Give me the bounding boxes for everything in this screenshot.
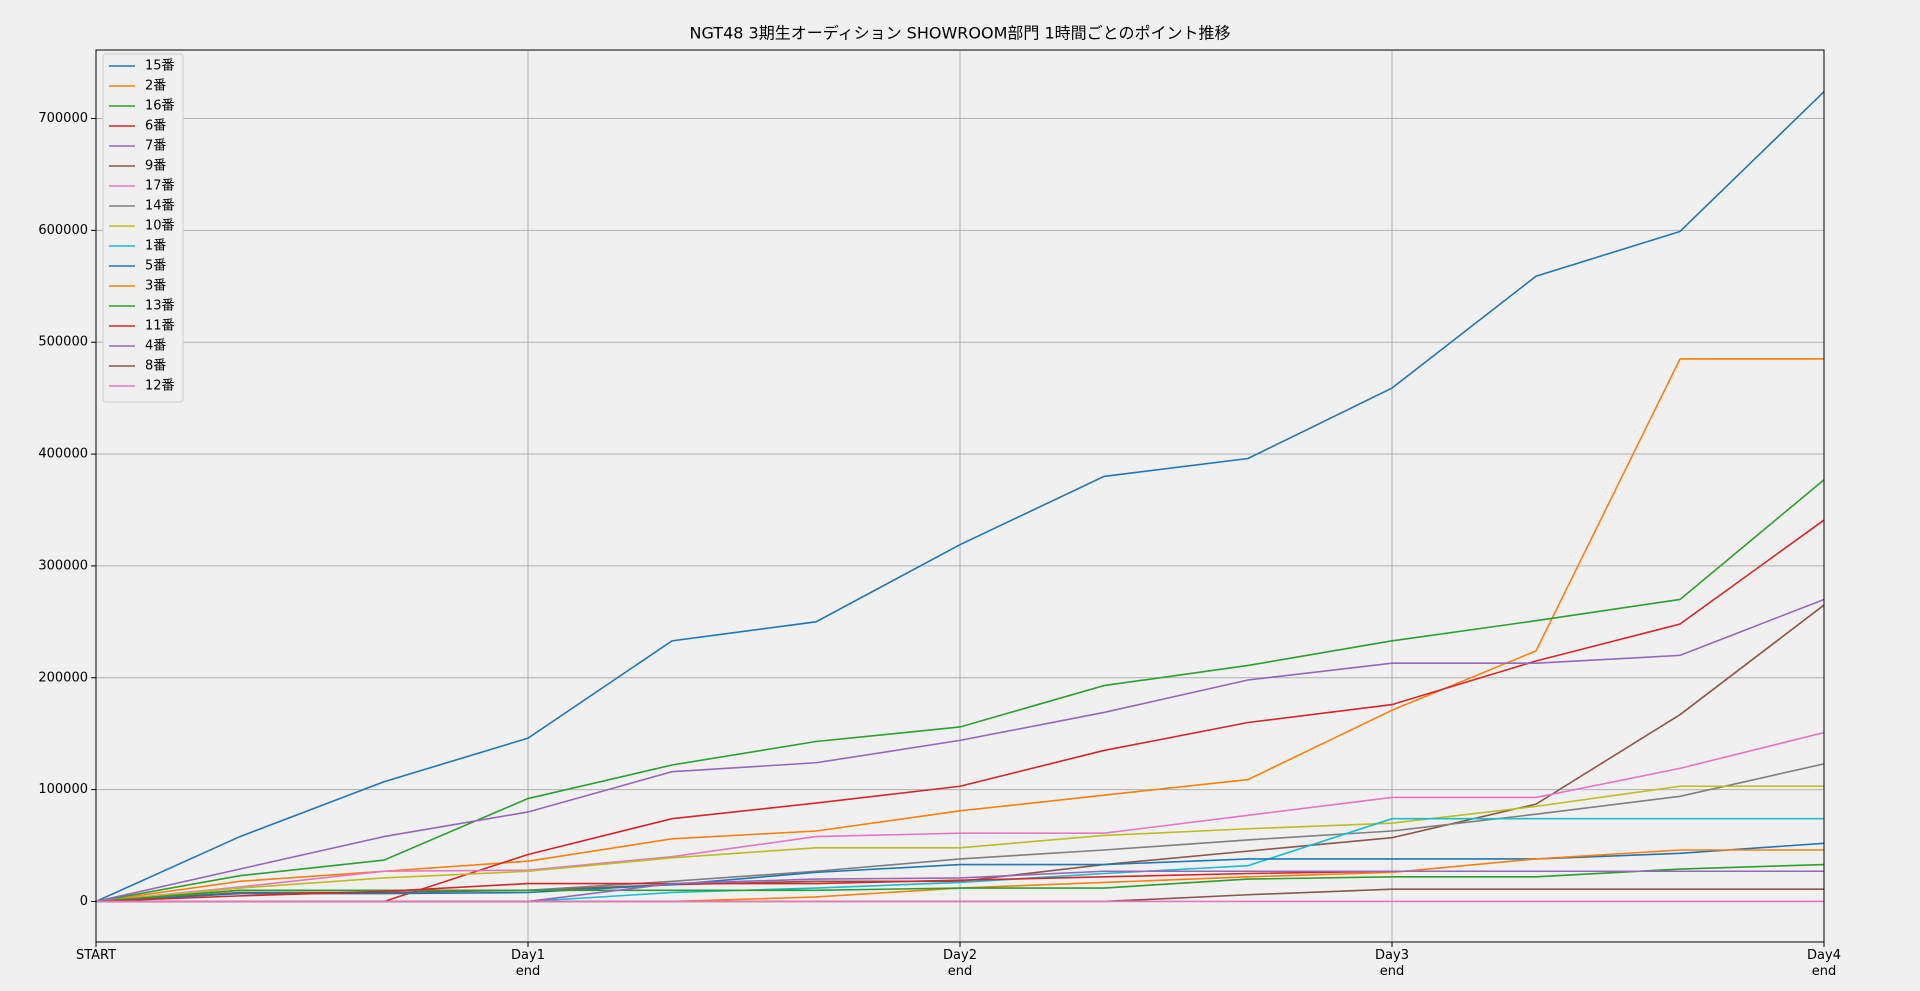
x-tick-label: START — [75, 948, 117, 963]
line — [95, 604, 1825, 903]
y-tick-label: 0 — [80, 894, 88, 909]
legend-label: 16番 — [145, 99, 175, 114]
legend-label: 11番 — [145, 319, 175, 334]
line — [95, 731, 1825, 903]
y-tick-label: 300000 — [38, 558, 88, 573]
legend-label: 4番 — [145, 339, 166, 354]
chart-title: NGT48 3期生オーディション SHOWROOM部門 1時間ごとのポイント推移 — [690, 24, 1231, 43]
legend-label: 9番 — [145, 159, 166, 174]
legend-label: 3番 — [145, 279, 166, 294]
x-tick-label: Day4 end — [1807, 948, 1841, 979]
y-tick-label: 600000 — [38, 223, 88, 238]
plot-frame — [95, 49, 1825, 943]
x-tick-label: Day2 end — [943, 948, 977, 979]
y-tick-label: 100000 — [38, 782, 88, 797]
y-tick-label: 200000 — [38, 670, 88, 685]
y-tick-label: 400000 — [38, 447, 88, 462]
line — [95, 598, 1825, 903]
legend-label: 13番 — [145, 299, 175, 314]
legend-label: 7番 — [145, 139, 166, 154]
x-tick-label: Day3 end — [1375, 948, 1409, 979]
legend-label: 6番 — [145, 119, 166, 134]
legend-label: 14番 — [145, 199, 175, 214]
line — [95, 479, 1825, 903]
legend-label: 17番 — [145, 179, 175, 194]
legend-label: 1番 — [145, 239, 166, 254]
legend-label: 15番 — [145, 59, 175, 74]
legend-label: 5番 — [145, 259, 166, 274]
legend: 15番 2番 16番 6番 7番 9番 17番 14番 10番 1番 5番 3番 13番 11番 4番 8番 1… — [102, 53, 184, 403]
legend-label: 8番 — [145, 359, 166, 374]
y-tick-label: 700000 — [38, 111, 88, 126]
line — [95, 91, 1825, 903]
line — [95, 863, 1825, 903]
legend-box — [102, 53, 184, 403]
legend-label: 10番 — [145, 219, 175, 234]
y-tick-label: 500000 — [38, 335, 88, 350]
x-tick-label: Day1 end — [511, 948, 545, 979]
line — [95, 785, 1824, 903]
legend-label: 2番 — [145, 79, 166, 94]
legend-label: 12番 — [145, 379, 175, 394]
